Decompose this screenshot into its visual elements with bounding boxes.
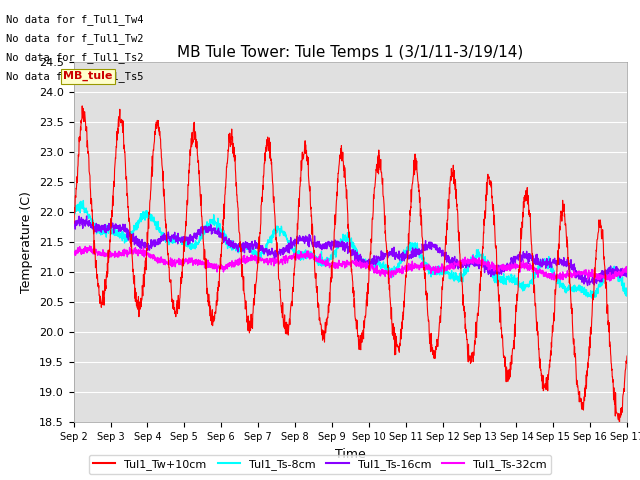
Y-axis label: Temperature (C): Temperature (C) xyxy=(20,192,33,293)
X-axis label: Time: Time xyxy=(335,448,366,461)
Text: No data for f_Tul1_Tw4: No data for f_Tul1_Tw4 xyxy=(6,13,144,24)
Text: No data for f_Tul1_Ts5: No data for f_Tul1_Ts5 xyxy=(6,71,144,82)
Text: MB_tule: MB_tule xyxy=(63,71,113,82)
Text: No data for f_Tul1_Ts2: No data for f_Tul1_Ts2 xyxy=(6,52,144,63)
Text: No data for f_Tul1_Tw2: No data for f_Tul1_Tw2 xyxy=(6,33,144,44)
Title: MB Tule Tower: Tule Temps 1 (3/1/11-3/19/14): MB Tule Tower: Tule Temps 1 (3/1/11-3/19… xyxy=(177,45,524,60)
Legend: Tul1_Tw+10cm, Tul1_Ts-8cm, Tul1_Ts-16cm, Tul1_Ts-32cm: Tul1_Tw+10cm, Tul1_Ts-8cm, Tul1_Ts-16cm,… xyxy=(89,455,551,474)
